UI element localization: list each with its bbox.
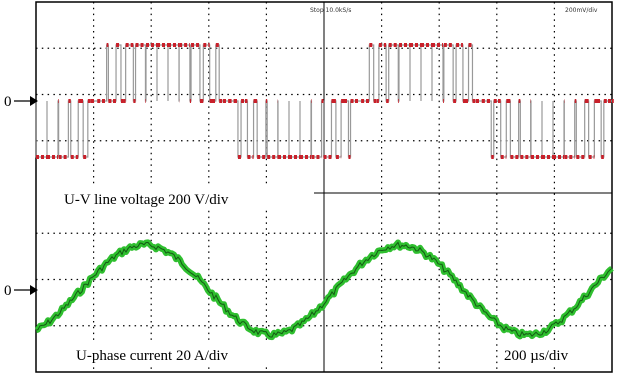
timebase-label: 200 µs/div [504,348,569,364]
channel-label: U-V line voltage 200 V/div [64,192,229,208]
status-text: Stop 10.0kS/s [310,7,351,14]
zero-marker: 0 [4,94,12,110]
channel-label: U-phase current 20 A/div [76,348,229,364]
status-text: 200mV/div [565,7,598,14]
zero-marker: 0 [4,283,12,299]
oscilloscope-screen: Stop 10.0kS/s 200mV/div U-V line voltage… [0,0,622,377]
zero-arrow [14,96,38,106]
zero-arrow [14,285,38,295]
